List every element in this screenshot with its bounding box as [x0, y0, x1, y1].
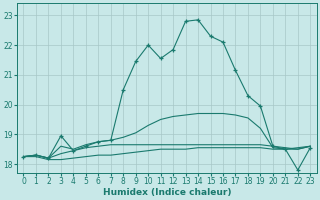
X-axis label: Humidex (Indice chaleur): Humidex (Indice chaleur): [103, 188, 231, 197]
